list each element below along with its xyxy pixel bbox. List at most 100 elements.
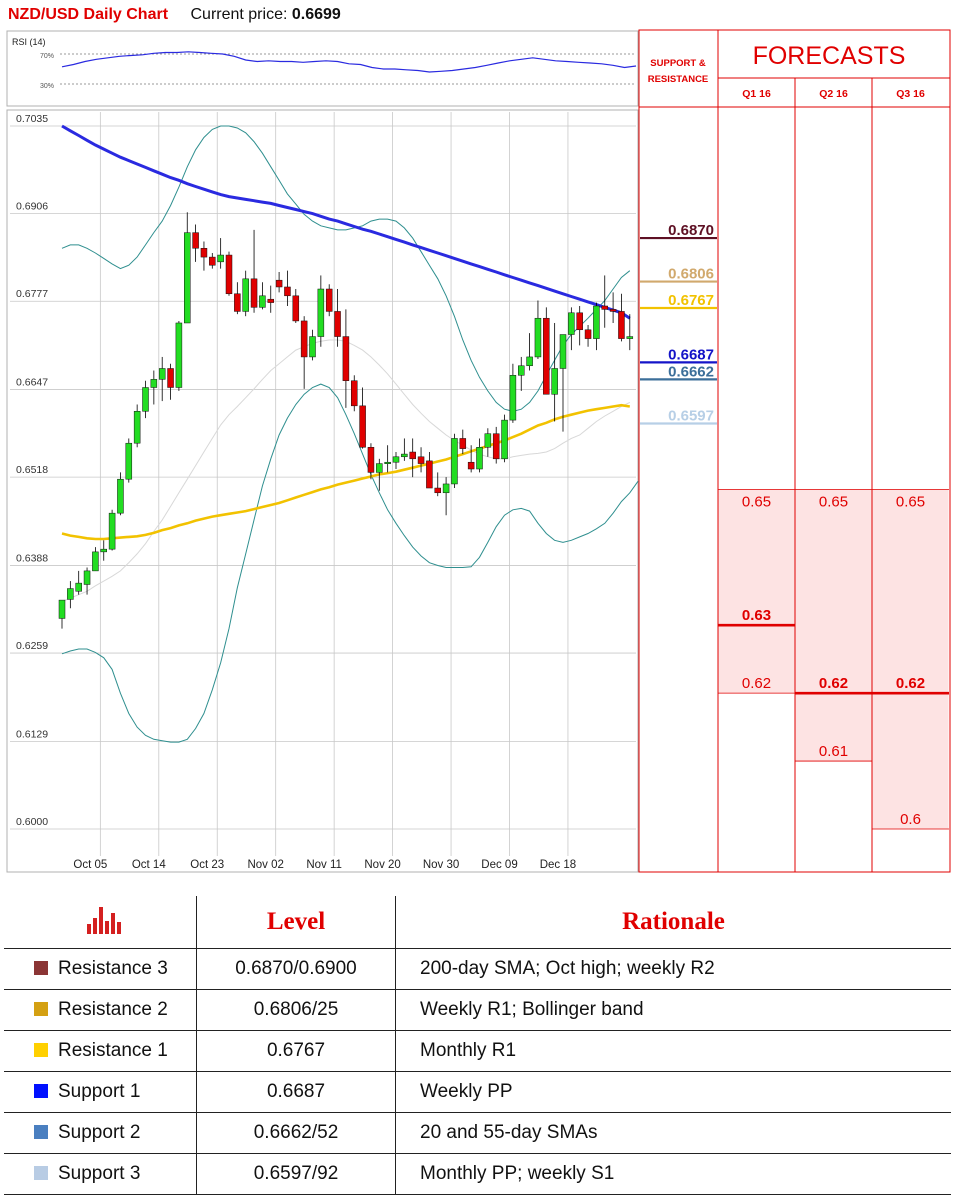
candle-body [125, 442, 133, 480]
levels-table: Level Rationale Resistance 3 0.6870/0.69… [4, 896, 951, 1195]
forecast-low-label: 0.61 [819, 743, 848, 760]
table-row: Resistance 1 0.6767 Monthly R1 [4, 1030, 951, 1072]
candle-body [618, 311, 625, 339]
forecast-low-label: 0.62 [742, 675, 771, 692]
row-rationale: Weekly R1; Bollinger band [395, 989, 951, 1031]
candle-body [184, 232, 191, 324]
sma200-line [61, 124, 631, 320]
bollinger-lower-line [61, 383, 639, 743]
candle-body [359, 405, 366, 448]
sr-heading-2: RESISTANCE [648, 74, 709, 85]
row-rationale: 20 and 55-day SMAs [395, 1112, 951, 1154]
row-name: Resistance 2 [58, 999, 168, 1020]
rsi-label: RSI (14) [12, 37, 46, 47]
candle-body [543, 317, 550, 395]
rsi-30-label: 30% [40, 83, 54, 90]
table-row: Resistance 3 0.6870/0.6900 200-day SMA; … [4, 948, 951, 990]
y-tick-label: 0.6777 [16, 288, 48, 300]
candle-body [300, 320, 308, 358]
forecasts-title: FORECASTS [753, 42, 906, 70]
forecast-range [872, 489, 949, 829]
candle-body [551, 368, 558, 395]
candle-body [108, 512, 116, 550]
candle-body [234, 293, 241, 312]
candle-body [117, 478, 124, 514]
x-tick-label: Nov 11 [306, 859, 342, 871]
quarter-label: Q3 16 [896, 88, 925, 100]
quarter-label: Q2 16 [819, 88, 848, 100]
table-row: Support 1 0.6687 Weekly PP [4, 1071, 951, 1113]
candle-body [559, 334, 567, 369]
row-level: 0.6662/52 [196, 1112, 396, 1154]
bollinger-upper-line [61, 125, 631, 412]
x-tick-label: Dec 09 [481, 859, 517, 871]
levels-table-area: Level Rationale Resistance 3 0.6870/0.69… [4, 896, 951, 1195]
y-tick-label: 0.6906 [16, 201, 48, 213]
x-tick-label: Nov 20 [364, 859, 400, 871]
candle-body [334, 311, 341, 337]
row-level: 0.6687 [196, 1071, 396, 1113]
candle-body [167, 368, 174, 388]
candle-body [284, 286, 291, 297]
candle-body [518, 365, 525, 376]
candle-body [275, 279, 283, 288]
candle-body [584, 329, 592, 339]
swatch-resistance-3 [34, 961, 48, 975]
forecast-range [795, 489, 872, 762]
forecast-high-label: 0.65 [742, 493, 771, 510]
swatch-resistance-1 [34, 1043, 48, 1057]
candle-body [100, 548, 107, 553]
candle-body [133, 411, 141, 444]
candle-body [526, 356, 533, 367]
rsi-line [61, 51, 637, 73]
candle-body [376, 463, 383, 473]
candle-body [626, 336, 634, 339]
candle-body [209, 256, 216, 266]
row-rationale: Monthly PP; weekly S1 [395, 1153, 951, 1195]
forecasts-panel [717, 29, 951, 873]
rsi-panel [6, 30, 639, 107]
candle-body [217, 254, 224, 263]
row-name: Support 2 [58, 1122, 141, 1143]
table-row: Support 3 0.6597/92 Monthly PP; weekly S… [4, 1153, 951, 1195]
candle-body [309, 336, 316, 358]
sr-heading-1: SUPPORT & [650, 58, 706, 69]
x-tick-label: Oct 23 [190, 859, 224, 871]
y-tick-label: 0.6129 [16, 728, 48, 740]
x-tick-label: Oct 14 [132, 859, 166, 871]
candle-body [75, 582, 82, 592]
candle-body [175, 322, 183, 388]
candle-body [242, 278, 249, 312]
levels-table-header: Level Rationale [4, 896, 951, 949]
row-level: 0.6870/0.6900 [196, 948, 396, 990]
candle-body [317, 288, 325, 337]
swatch-support-2 [34, 1125, 48, 1139]
current-price-label: Current price: 0.6699 [190, 6, 341, 23]
candle-body [451, 438, 458, 485]
swatch-support-3 [34, 1166, 48, 1180]
candle-body [259, 295, 266, 308]
candle-body [367, 447, 375, 473]
row-name: Support 1 [58, 1081, 141, 1102]
candle-body [434, 487, 441, 494]
forecast-base-label: 0.63 [742, 607, 771, 624]
candle-body [476, 447, 483, 470]
candle-body [492, 433, 500, 460]
forecast-base-label: 0.62 [819, 675, 848, 692]
row-name: Resistance 1 [58, 1040, 168, 1061]
sr-level-label: 0.6767 [668, 292, 714, 309]
table-row: Resistance 2 0.6806/25 Weekly R1; Bollin… [4, 989, 951, 1031]
candle-body [409, 451, 416, 460]
row-name: Resistance 3 [58, 958, 168, 979]
sr-level-label: 0.6806 [668, 266, 714, 283]
candle-body [484, 433, 492, 448]
sr-level-label: 0.6597 [668, 408, 714, 425]
forecast-low-label: 0.6 [900, 811, 921, 828]
row-name: Support 3 [58, 1163, 141, 1184]
candle-body [459, 438, 467, 449]
sr-level-label: 0.6662 [668, 363, 714, 380]
y-tick-label: 0.6647 [16, 377, 48, 389]
chart-canvas: RSI (14) 70% 30% 0.7035 0.6906 0.6777 0.664… [6, 29, 951, 873]
y-tick-label: 0.6388 [16, 552, 48, 564]
candle-body [417, 456, 425, 464]
